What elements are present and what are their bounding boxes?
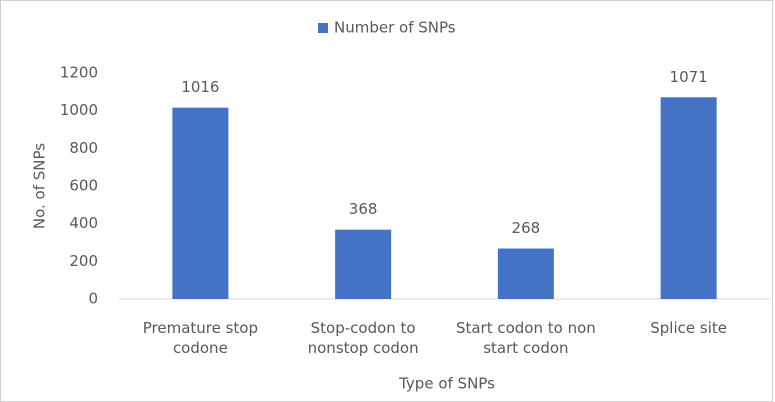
x-tick-label: Stop-codon to nonstop codon — [307, 319, 419, 357]
bar — [335, 229, 392, 299]
data-label: 268 — [512, 219, 541, 237]
y-tick-label: 1200 — [60, 64, 98, 82]
bar — [497, 248, 554, 299]
y-tick-label: 800 — [69, 139, 98, 157]
data-label: 1071 — [670, 68, 708, 86]
x-tick-label: Start codon to non start codon — [455, 319, 596, 357]
y-tick-label: 400 — [69, 214, 98, 232]
x-tick-label: Premature stop codone — [142, 319, 259, 357]
y-axis-title: No. of SNPs — [31, 143, 49, 229]
bar — [660, 97, 717, 299]
legend-label: Number of SNPs — [334, 19, 456, 37]
y-tick-label: 200 — [69, 252, 98, 270]
y-tick-label: 0 — [88, 290, 98, 308]
y-tick-label: 1000 — [60, 101, 98, 119]
x-axis-title: Type of SNPs — [398, 375, 495, 393]
bar — [172, 107, 229, 299]
legend-swatch — [318, 23, 328, 33]
data-label: 368 — [349, 200, 378, 218]
data-label: 1016 — [181, 78, 219, 96]
x-tick-label: Splice site — [650, 319, 727, 337]
y-tick-label: 600 — [69, 177, 98, 195]
